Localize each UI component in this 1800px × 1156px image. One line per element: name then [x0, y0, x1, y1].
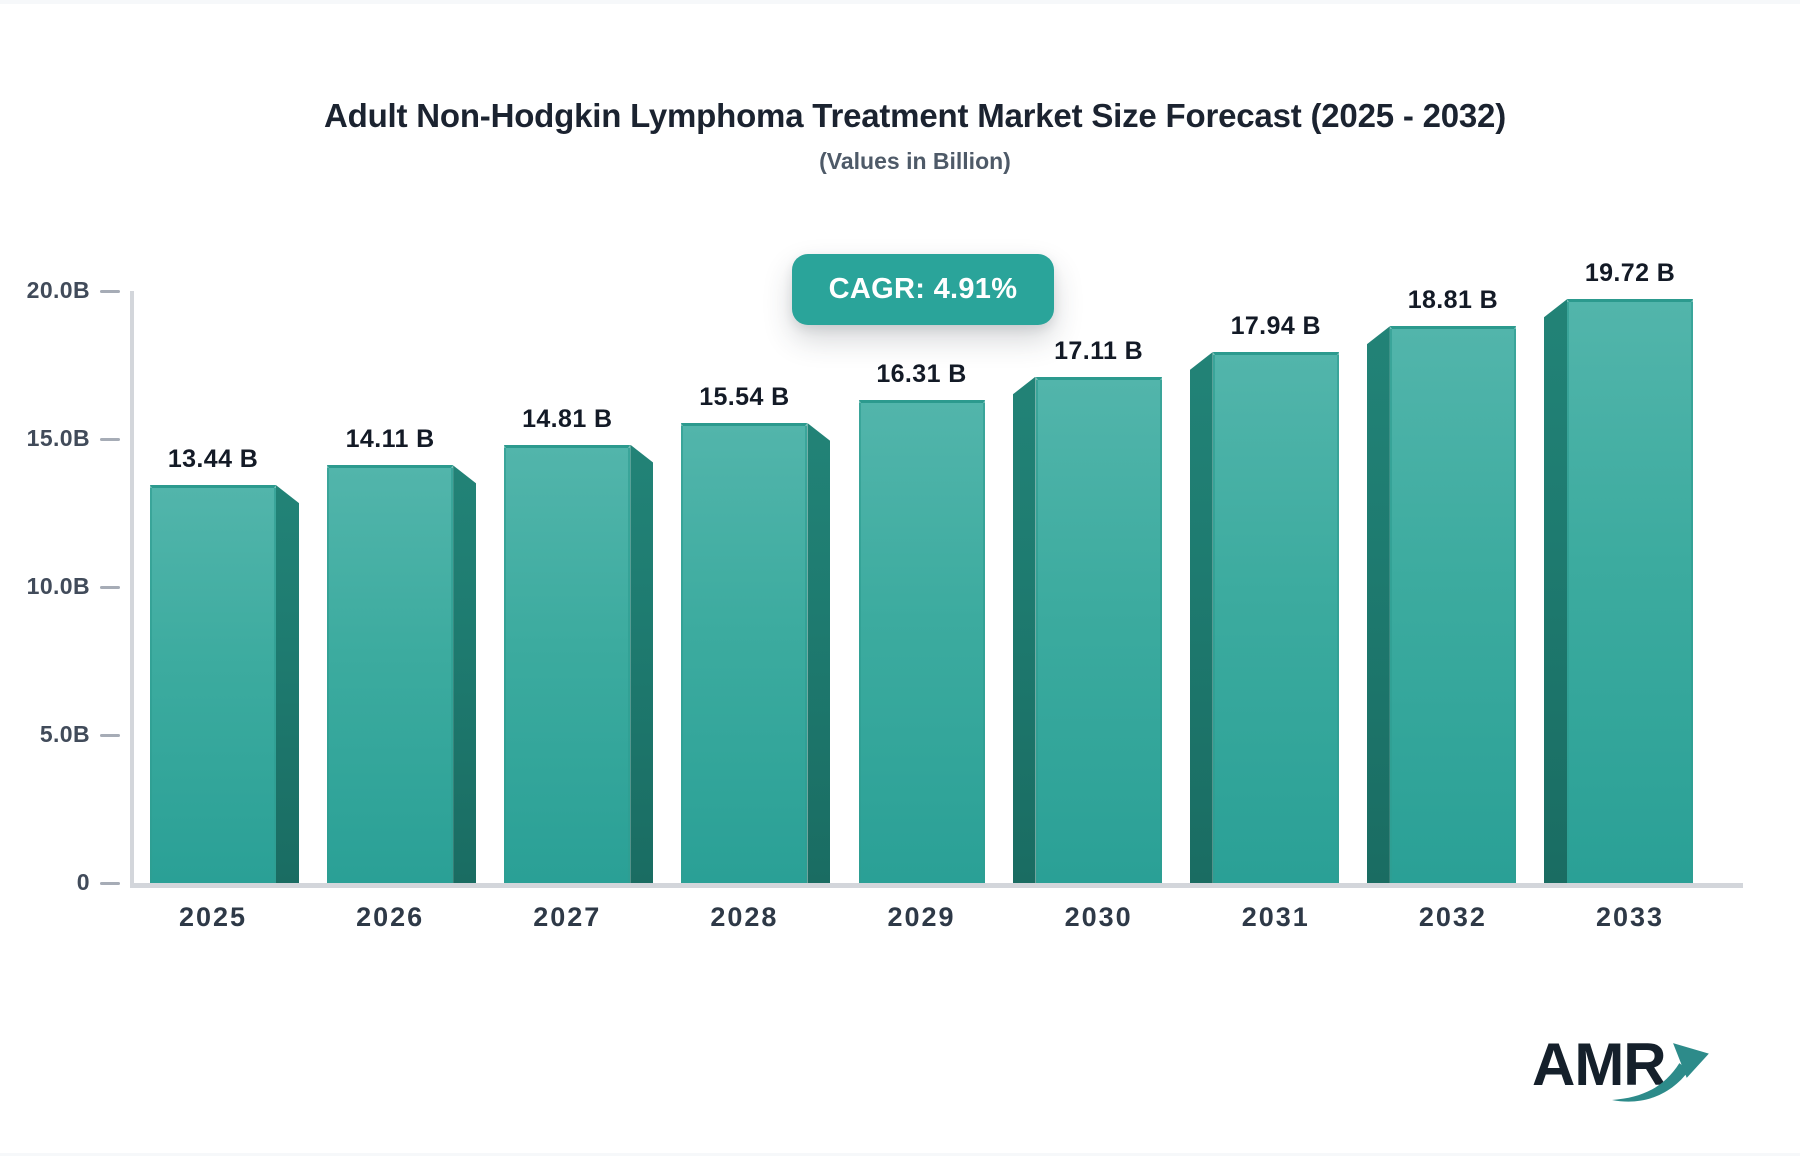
bar-3d-side — [453, 465, 477, 886]
bar-value-label: 16.31 B — [876, 360, 967, 389]
cagr-badge-label: CAGR: 4.91% — [828, 273, 1018, 305]
bar-value-label: 13.44 B — [167, 445, 259, 474]
bar — [1389, 326, 1516, 886]
x-axis-tick-label: 2031 — [1241, 902, 1310, 932]
x-axis-tick-label: 2028 — [710, 902, 779, 932]
bar-value-label: 17.11 B — [1054, 336, 1144, 365]
bar — [1035, 376, 1162, 886]
y-axis-tick-label: 20.0B — [26, 277, 90, 303]
y-axis-tick-label: 0 — [76, 869, 90, 895]
amr-logo-text: AMR — [1532, 1031, 1667, 1098]
bar-value-label: 19.72 B — [1584, 259, 1676, 288]
x-axis-tick-label: 2030 — [1064, 902, 1133, 932]
bar — [327, 465, 454, 886]
bar-3d-side — [1012, 376, 1036, 886]
bar-3d-side — [630, 444, 654, 886]
y-axis-line — [130, 291, 134, 888]
y-axis-tick — [100, 437, 120, 441]
bar-3d-side — [1544, 299, 1567, 886]
bottom-edge-divider — [0, 1153, 1800, 1156]
bar-value-label: 14.81 B — [522, 404, 613, 433]
x-axis-line — [130, 883, 1743, 888]
x-axis-tick-label: 2025 — [178, 902, 248, 932]
y-axis-tick — [100, 733, 120, 737]
bar — [858, 400, 985, 886]
bar-value-label: 17.94 B — [1230, 311, 1321, 340]
bar-3d-side — [807, 423, 831, 886]
bar — [504, 444, 631, 886]
y-axis-tick — [100, 881, 120, 885]
x-axis-tick-label: 2026 — [356, 902, 425, 932]
x-axis-tick-label: 2032 — [1418, 902, 1487, 932]
x-axis-tick-label: 2027 — [533, 902, 602, 932]
bar — [681, 423, 808, 886]
top-edge-divider — [0, 0, 1800, 4]
bar-3d-side — [1366, 326, 1390, 886]
y-axis-tick — [100, 585, 120, 589]
bar-value-label: 15.54 B — [699, 383, 790, 412]
bar-3d-side — [1189, 351, 1213, 886]
amr-logo: AMR — [1532, 1030, 1722, 1110]
x-axis-tick-label: 2033 — [1595, 902, 1665, 932]
trending-up-arrow-icon — [1612, 1043, 1709, 1102]
cagr-badge: CAGR: 4.91% — [792, 254, 1054, 325]
bar-value-label: 14.11 B — [345, 425, 435, 454]
x-axis-tick-label: 2029 — [887, 902, 956, 932]
bar-3d-side — [276, 485, 299, 886]
bar — [1567, 299, 1693, 886]
chart-title: Adult Non-Hodgkin Lymphoma Treatment Mar… — [323, 97, 1507, 134]
bar — [1212, 351, 1339, 886]
y-axis-tick — [100, 289, 120, 293]
y-axis-tick-label: 10.0B — [26, 573, 90, 599]
chart-subtitle: (Values in Billion) — [819, 148, 1011, 174]
y-axis-tick-label: 15.0B — [26, 425, 90, 451]
y-axis-tick-label: 5.0B — [39, 721, 90, 747]
bar-value-label: 18.81 B — [1407, 286, 1499, 315]
bar — [150, 485, 276, 886]
